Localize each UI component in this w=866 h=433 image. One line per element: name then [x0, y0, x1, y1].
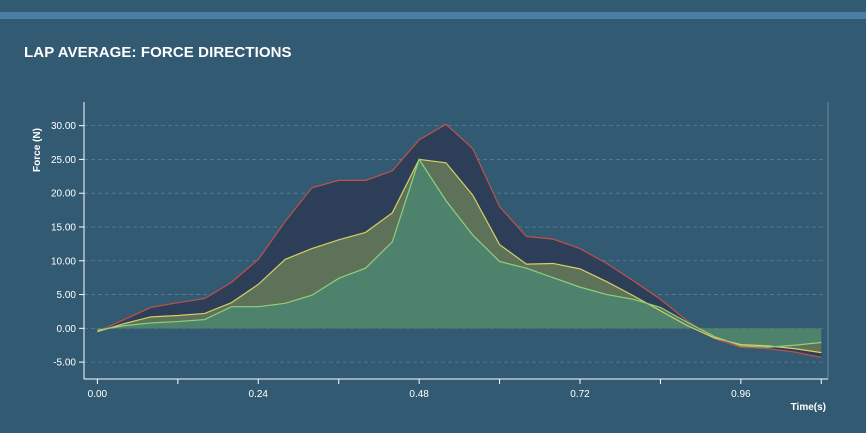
y-tick-label-7: -5.00	[53, 358, 76, 369]
x-tick-label-4: 0.96	[731, 389, 751, 400]
y-axis-title: Force (N)	[32, 128, 43, 172]
series-area-2	[97, 159, 822, 348]
series-line-1	[97, 158, 822, 354]
x-axis-title: Time(s)	[791, 402, 826, 413]
x-tick-label-0: 0.00	[88, 389, 108, 400]
panel-title: LAP AVERAGE: FORCE DIRECTIONS	[24, 44, 292, 61]
y-tick-label-4: 10.00	[51, 256, 76, 267]
series-lines	[97, 123, 822, 358]
x-tick-label-1: 0.24	[249, 389, 269, 400]
x-tick-label-2: 0.48	[409, 389, 429, 400]
y-tick-label-6: 0.00	[57, 324, 77, 335]
x-tick-label-3: 0.72	[570, 389, 590, 400]
series-line-2	[97, 158, 822, 348]
top-accent-strip	[0, 12, 866, 19]
y-tick-label-2: 20.00	[51, 189, 76, 200]
y-tick-label-3: 15.00	[51, 222, 76, 233]
y-tick-label-5: 5.00	[57, 290, 77, 301]
y-tick-label-0: 30.00	[51, 121, 76, 132]
axes: 30.00 25.00 20.00 15.00 10.00 5.00 0.00 -5.00 0.…	[51, 102, 829, 400]
y-tick-label-1: 25.00	[51, 155, 76, 166]
